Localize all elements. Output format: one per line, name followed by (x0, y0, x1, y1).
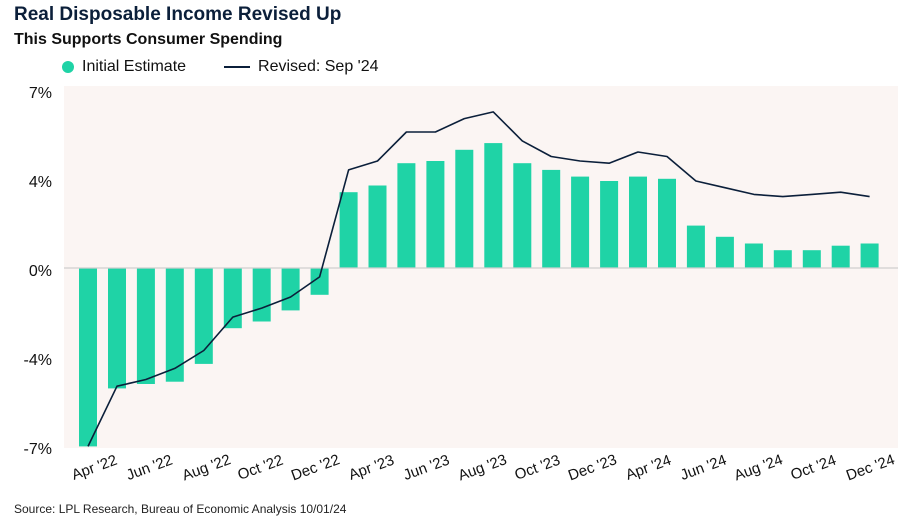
x-tick-label: Jun '23 (401, 452, 452, 484)
legend-label-initial-estimate: Initial Estimate (82, 58, 187, 75)
bar-may-22 (108, 268, 126, 389)
legend: Initial Estimate Revised: Sep '24 (62, 57, 417, 77)
bar-jan-23 (339, 192, 358, 268)
legend-item-revised: Revised: Sep '24 (224, 58, 379, 76)
bar-jun-22 (136, 268, 155, 384)
bar-aug-23 (542, 169, 561, 268)
line-series-revised (87, 111, 870, 447)
x-tick-label: Aug '24 (732, 451, 785, 484)
x-tick-label: Oct '24 (788, 452, 838, 484)
x-axis: Apr '22 Jun '22 Aug '22 Oct '22 Dec '22 Apr '… (69, 451, 897, 484)
legend-item-initial-estimate: Initial Estimate (62, 58, 186, 76)
bar-apr-24 (773, 250, 792, 268)
y-tick-label: 0% (29, 263, 52, 280)
bar-nov-23 (629, 176, 647, 268)
bar-apr-22 (79, 268, 97, 447)
bar-may-23 (455, 149, 474, 268)
source-note: Source: LPL Research, Bureau of Economic… (14, 502, 347, 516)
bar-feb-23 (368, 185, 387, 268)
x-tick-label: Oct '22 (235, 452, 285, 484)
y-tick-label: 4% (29, 174, 52, 191)
bar-series-initial-estimate (79, 143, 879, 447)
y-axis: 7% 4% 0% -4% -7% (24, 85, 52, 458)
bar-mar-24 (744, 243, 763, 268)
y-tick-label: 7% (29, 85, 52, 102)
legend-swatch-revised (224, 66, 251, 68)
x-tick-label: Apr '24 (623, 452, 673, 484)
y-tick-label: -4% (24, 352, 52, 369)
y-tick-label: -7% (24, 441, 52, 458)
legend-swatch-initial-estimate (62, 61, 74, 73)
revised-line-path (87, 111, 870, 447)
bar-may-24 (802, 250, 821, 268)
bar-jul-24 (860, 243, 879, 268)
bar-aug-22 (194, 268, 213, 364)
bar-oct-22 (252, 268, 271, 322)
x-tick-label: Apr '23 (346, 452, 396, 484)
bar-oct-23 (600, 181, 619, 268)
bar-sep-22 (223, 268, 242, 329)
x-tick-label: Jun '22 (124, 452, 175, 484)
x-tick-label: Aug '22 (180, 451, 233, 484)
chart-subtitle: This Supports Consumer Spending (14, 31, 283, 48)
plot-area (64, 86, 898, 448)
x-tick-label: Aug '23 (456, 451, 509, 484)
bar-sep-23 (571, 176, 590, 268)
legend-label-revised: Revised: Sep '24 (258, 58, 379, 75)
bar-nov-22 (281, 268, 300, 311)
bar-dec-23 (658, 178, 676, 268)
x-tick-label: Dec '22 (289, 451, 342, 484)
bar-jul-22 (165, 268, 184, 382)
bar-apr-23 (426, 161, 445, 268)
bar-jun-23 (484, 143, 503, 268)
x-tick-label: Oct '23 (512, 452, 562, 484)
chart-title: Real Disposable Income Revised Up (14, 4, 342, 25)
bar-jan-24 (686, 225, 705, 268)
bar-jun-24 (831, 245, 850, 268)
x-tick-label: Dec '24 (844, 451, 897, 484)
bar-dec-22 (310, 268, 329, 295)
x-tick-label: Jun '24 (678, 452, 729, 484)
x-tick-label: Apr '22 (69, 452, 119, 484)
bar-feb-24 (715, 236, 734, 268)
x-tick-label: Dec '23 (566, 451, 619, 484)
bar-mar-23 (397, 163, 416, 268)
bar-jul-23 (513, 163, 532, 268)
